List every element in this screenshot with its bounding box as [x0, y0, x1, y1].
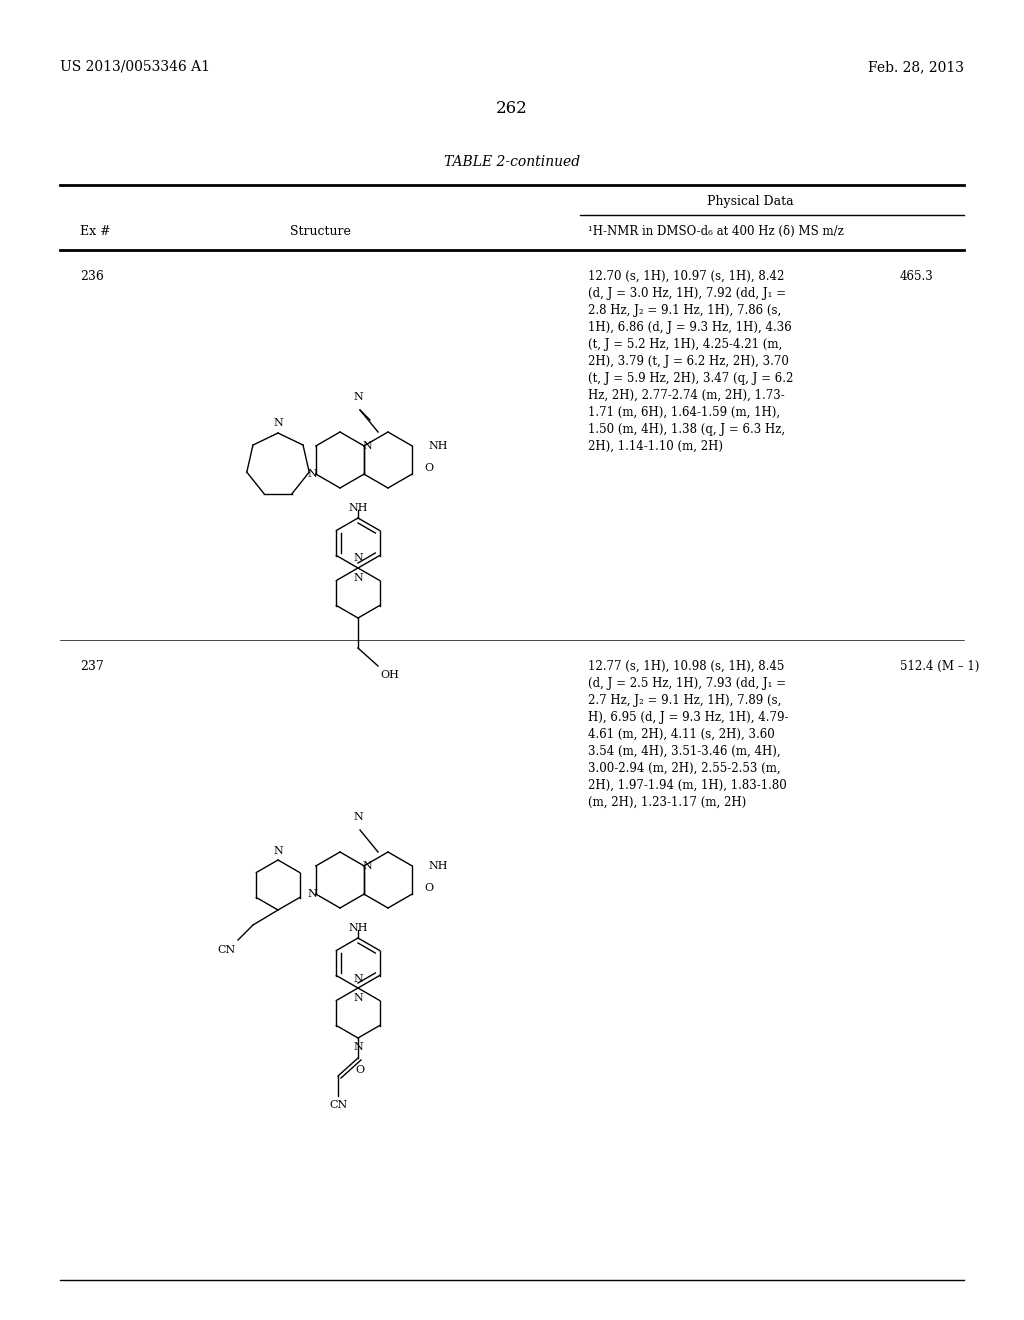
Text: 262: 262: [496, 100, 528, 117]
Text: O: O: [355, 1065, 365, 1074]
Text: TABLE 2-continued: TABLE 2-continued: [444, 154, 580, 169]
Text: N: N: [308, 888, 317, 899]
Text: N: N: [273, 846, 283, 855]
Text: US 2013/0053346 A1: US 2013/0053346 A1: [60, 59, 210, 74]
Text: Physical Data: Physical Data: [707, 195, 794, 209]
Text: N: N: [362, 861, 372, 871]
Text: N: N: [362, 441, 372, 451]
Text: OH: OH: [380, 671, 399, 680]
Text: N: N: [353, 812, 362, 822]
Text: 12.77 (s, 1H), 10.98 (s, 1H), 8.45
(d, J = 2.5 Hz, 1H), 7.93 (dd, J₁ =
2.7 Hz, J: 12.77 (s, 1H), 10.98 (s, 1H), 8.45 (d, J…: [588, 660, 788, 809]
Text: N: N: [308, 469, 317, 479]
Text: CN: CN: [329, 1100, 347, 1110]
Text: N: N: [353, 974, 362, 983]
Text: N: N: [353, 1041, 362, 1052]
Text: Structure: Structure: [290, 224, 350, 238]
Text: 236: 236: [80, 271, 103, 282]
Text: CN: CN: [218, 945, 236, 954]
Text: 237: 237: [80, 660, 103, 673]
Text: NH: NH: [348, 923, 368, 933]
Text: 465.3: 465.3: [900, 271, 934, 282]
Text: N: N: [353, 553, 362, 564]
Text: N: N: [353, 573, 362, 583]
Text: ¹H-NMR in DMSO-d₆ at 400 Hz (δ) MS m/z: ¹H-NMR in DMSO-d₆ at 400 Hz (δ) MS m/z: [588, 224, 844, 238]
Text: N: N: [353, 993, 362, 1003]
Text: N: N: [273, 418, 283, 428]
Text: 12.70 (s, 1H), 10.97 (s, 1H), 8.42
(d, J = 3.0 Hz, 1H), 7.92 (dd, J₁ =
2.8 Hz, J: 12.70 (s, 1H), 10.97 (s, 1H), 8.42 (d, J…: [588, 271, 794, 453]
Text: NH: NH: [428, 441, 447, 451]
Text: NH: NH: [428, 861, 447, 871]
Text: N: N: [353, 392, 362, 403]
Text: Feb. 28, 2013: Feb. 28, 2013: [868, 59, 964, 74]
Text: Ex #: Ex #: [80, 224, 111, 238]
Text: O: O: [424, 463, 433, 473]
Text: 512.4 (M – 1): 512.4 (M – 1): [900, 660, 979, 673]
Text: NH: NH: [348, 503, 368, 513]
Text: O: O: [424, 883, 433, 894]
